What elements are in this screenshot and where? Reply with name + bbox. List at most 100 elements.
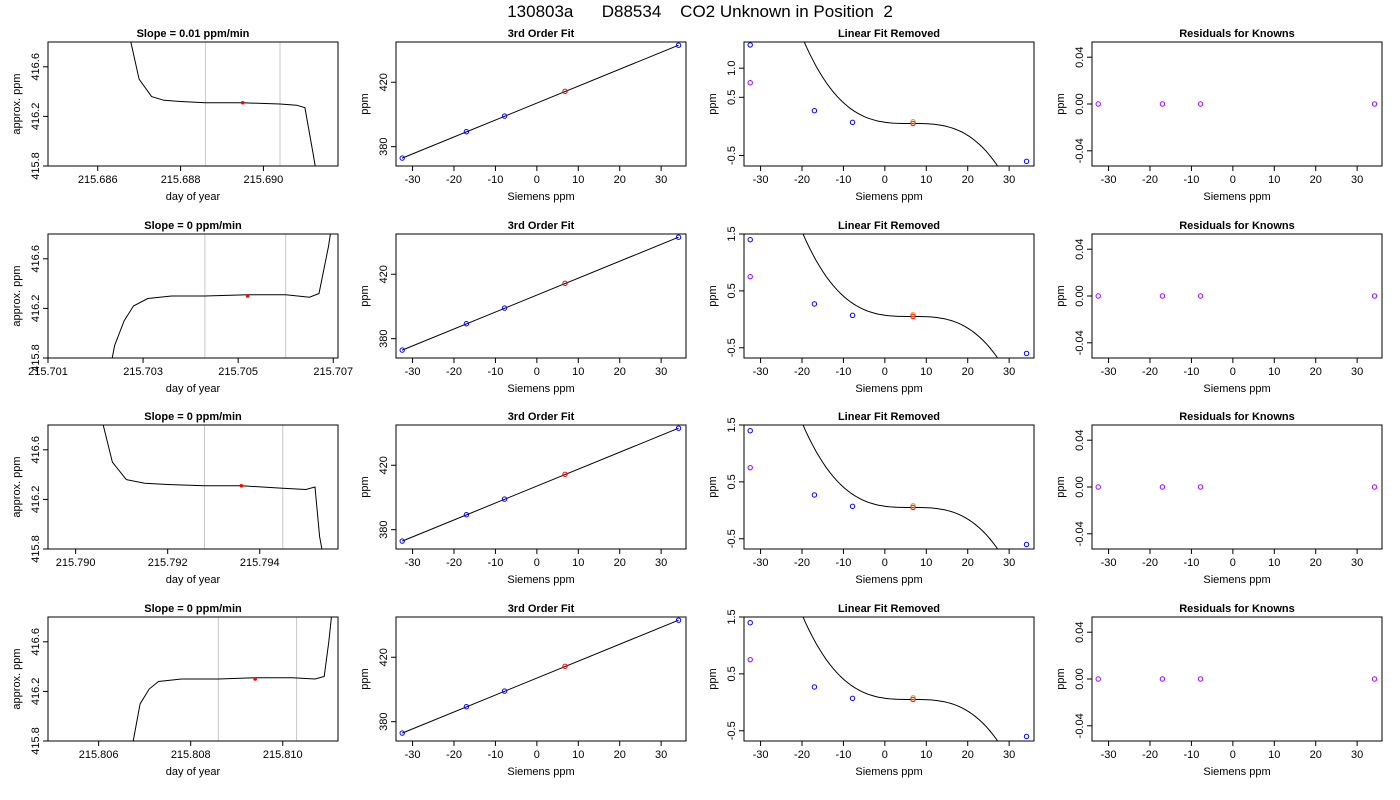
y-tick-label: 420 <box>378 648 390 666</box>
orange-point <box>910 503 916 509</box>
known-point <box>747 427 753 434</box>
known-point <box>1023 733 1030 740</box>
known-point <box>849 312 856 319</box>
panel-title: Slope = 0 ppm/min <box>144 220 242 232</box>
x-axis-label: Siemens ppm <box>855 574 922 586</box>
x-tick-label: 0 <box>882 366 888 378</box>
orange-point <box>910 695 916 701</box>
x-tick-label: -10 <box>835 366 851 378</box>
y-tick-label: -0.04 <box>1074 138 1086 163</box>
x-tick-label: -10 <box>487 557 503 569</box>
residual-point <box>1095 676 1101 682</box>
residual-point <box>1159 484 1166 490</box>
y-axis-label: ppm <box>707 285 719 306</box>
known-point <box>463 703 470 710</box>
y-tick-label: 415.8 <box>30 727 42 755</box>
residual-point <box>1197 293 1204 299</box>
plot-frame <box>1091 616 1383 742</box>
fit-line <box>402 619 679 734</box>
known-point <box>675 425 682 431</box>
chart-panel: Linear Fit Removed -30 -20 -10 0 10 20 30 -0.5 0.… <box>707 411 1035 586</box>
panel-title: Slope = 0 ppm/min <box>144 411 242 423</box>
y-tick-label: 420 <box>378 265 390 283</box>
y-tick-label: 416.6 <box>30 53 42 81</box>
known-point <box>849 119 856 126</box>
y-tick-label: 0.00 <box>1074 93 1086 114</box>
x-axis-label: day of year <box>166 766 221 778</box>
x-tick-label: 0 <box>1230 749 1236 761</box>
y-axis-label: ppm <box>707 668 719 689</box>
y-tick-label: 1.5 <box>726 609 738 624</box>
y-tick-label: 1.0 <box>726 61 738 76</box>
x-tick-label: 10 <box>1268 557 1280 569</box>
panel-title: Linear Fit Removed <box>838 28 940 40</box>
y-axis-label: ppm <box>707 93 719 114</box>
y-axis-label: approx. ppm <box>11 456 23 517</box>
x-tick-label: 20 <box>614 174 626 186</box>
y-tick-label: 0.5 <box>726 283 738 298</box>
y-tick-label: 420 <box>378 73 390 91</box>
data-layer <box>132 617 332 741</box>
x-axis-label: Siemens ppm <box>507 574 574 586</box>
x-tick-label: 215.705 <box>218 366 258 378</box>
panel-title: 3rd Order Fit <box>508 411 575 423</box>
y-axis-label: ppm <box>1055 93 1067 114</box>
x-tick-label: -20 <box>1142 366 1158 378</box>
residual-point <box>1197 676 1204 682</box>
panel-title: Slope = 0 ppm/min <box>144 603 242 615</box>
y-tick-label: 415.8 <box>30 535 42 563</box>
x-axis-label: Siemens ppm <box>507 383 574 395</box>
x-tick-label: -30 <box>753 366 769 378</box>
panel-title: 3rd Order Fit <box>508 603 575 615</box>
fit-curve <box>802 617 999 741</box>
x-tick-label: 30 <box>1003 366 1015 378</box>
data-layer <box>399 234 682 353</box>
chart-panel: Residuals for Knowns -30 -20 -10 0 10 20 30 -0.0… <box>1055 603 1383 778</box>
y-tick-label: 380 <box>378 520 390 538</box>
chart-panel: 3rd Order Fit -30 -20 -10 0 10 20 30 380 420 Sieme… <box>359 411 687 586</box>
x-tick-label: 20 <box>614 557 626 569</box>
y-tick-label: -0.5 <box>726 338 738 357</box>
x-tick-label: 215.686 <box>78 174 118 186</box>
fit-line <box>402 427 679 542</box>
x-tick-label: 20 <box>614 749 626 761</box>
fit-line <box>402 44 679 159</box>
panel-title: Residuals for Knowns <box>1179 603 1295 615</box>
y-tick-label: 0.04 <box>1074 429 1086 450</box>
x-tick-label: 10 <box>1268 366 1280 378</box>
mean-marker <box>245 294 250 298</box>
y-tick-label: 416.6 <box>30 436 42 464</box>
y-axis-label: ppm <box>1055 285 1067 306</box>
y-tick-label: 380 <box>378 329 390 347</box>
x-tick-label: 30 <box>655 174 667 186</box>
known-point <box>501 496 508 502</box>
mean-marker <box>253 677 257 681</box>
x-tick-label: -10 <box>487 749 503 761</box>
x-tick-label: 0 <box>1230 174 1236 186</box>
plot-frame <box>1091 233 1383 359</box>
y-tick-label: 0.5 <box>726 666 738 681</box>
known-point <box>501 688 508 694</box>
page-title: 130803a D88534 CO2 Unknown in Position 2 <box>507 2 893 21</box>
plot-frame <box>743 616 1035 742</box>
x-tick-label: 0 <box>534 174 540 186</box>
data-layer <box>111 234 331 358</box>
x-axis-label: Siemens ppm <box>1203 766 1270 778</box>
x-tick-label: 20 <box>1310 366 1322 378</box>
y-axis-label: approx. ppm <box>11 648 23 709</box>
x-axis-label: Siemens ppm <box>507 766 574 778</box>
panel-title: 3rd Order Fit <box>508 28 575 40</box>
x-tick-label: 215.808 <box>171 749 211 761</box>
y-tick-label: 0.00 <box>1074 285 1086 306</box>
x-tick-label: 20 <box>962 366 974 378</box>
y-axis-label: approx. ppm <box>11 265 23 326</box>
x-tick-label: -30 <box>1101 557 1117 569</box>
x-tick-label: 30 <box>655 749 667 761</box>
x-tick-label: -20 <box>794 557 810 569</box>
x-tick-label: 20 <box>614 366 626 378</box>
y-tick-label: 416.2 <box>30 103 42 131</box>
chart-panel: Residuals for Knowns -30 -20 -10 0 10 20 30 -0.0… <box>1055 220 1383 395</box>
data-layer <box>747 234 1030 358</box>
residual-point <box>1159 101 1166 107</box>
x-tick-label: 20 <box>962 557 974 569</box>
